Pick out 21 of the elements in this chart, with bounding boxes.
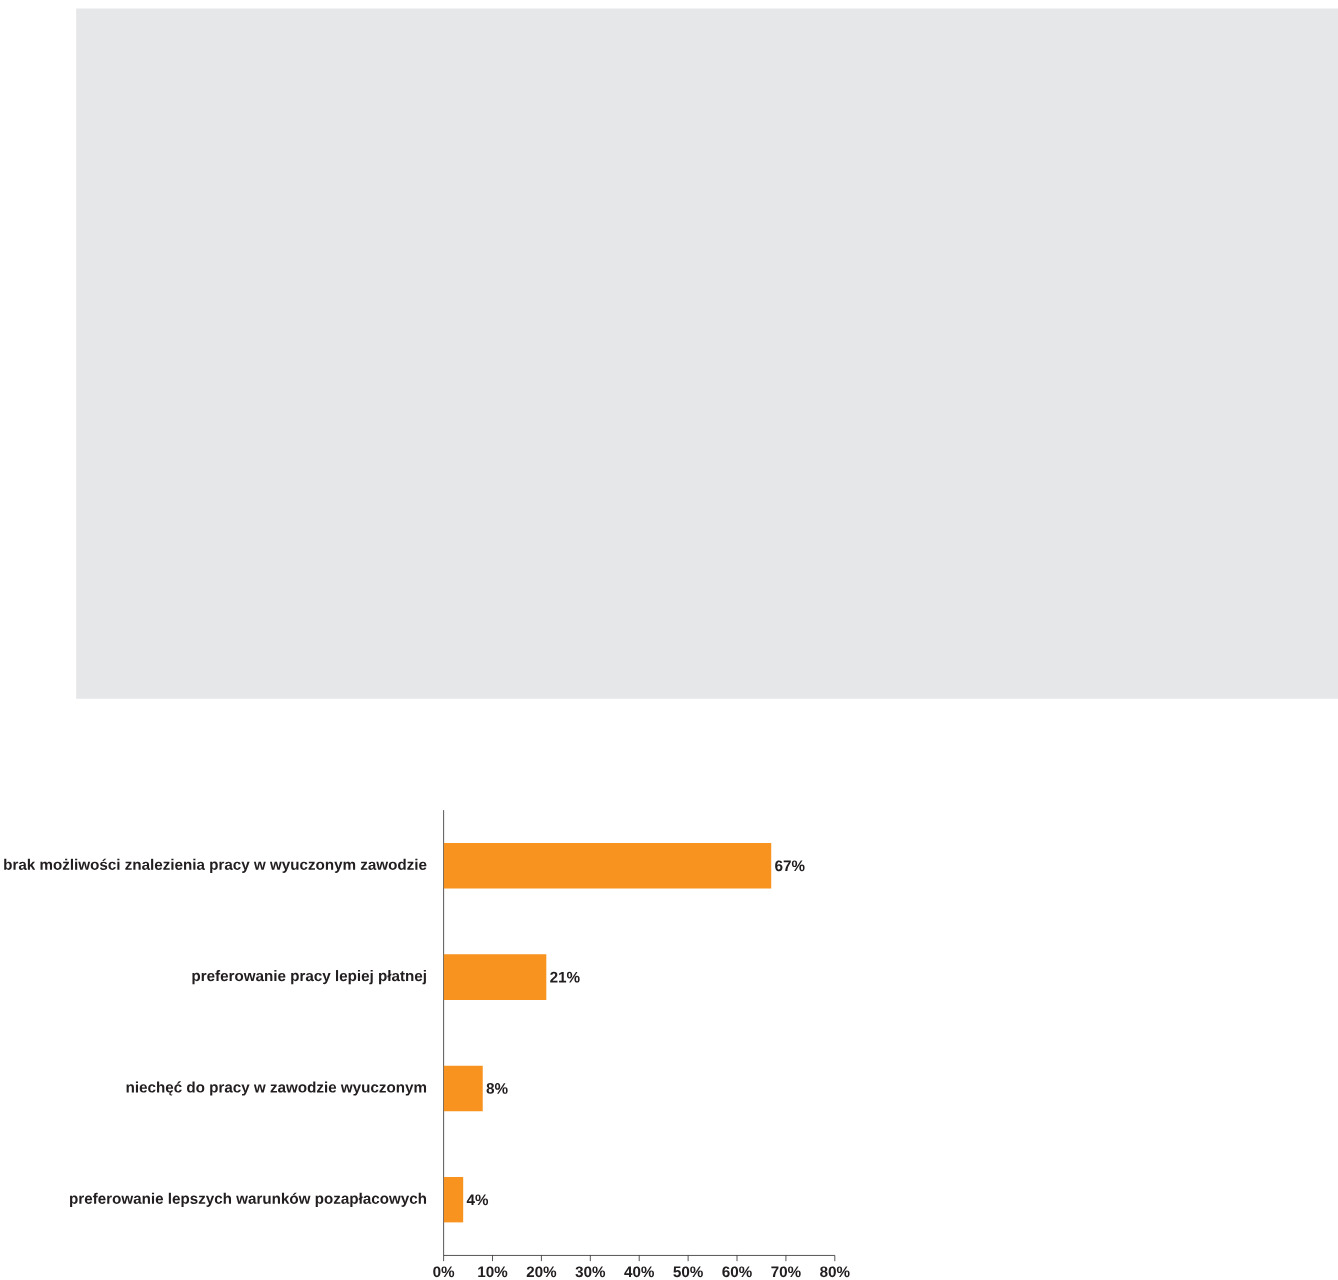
x-tick-label: 10%	[478, 1266, 508, 1277]
x-tick-label: 20%	[526, 1266, 557, 1277]
data-label: 67%	[775, 860, 805, 872]
x-tick-label: 70%	[771, 1266, 801, 1277]
bar	[443, 1176, 464, 1223]
data-label: 8%	[486, 1082, 508, 1094]
data-label: 21%	[550, 971, 580, 983]
x-tick-label: 80%	[820, 1266, 850, 1277]
x-tick-label: 40%	[624, 1266, 655, 1277]
x-tick-label: 60%	[722, 1266, 752, 1277]
data-label: 4%	[466, 1194, 489, 1205]
x-tick-label: 0%	[433, 1266, 455, 1277]
bar	[443, 1065, 483, 1112]
y-tick-label: niechęć do pracy w zawodzie wyuczonym	[126, 1081, 427, 1096]
x-tick-label: 50%	[673, 1266, 703, 1277]
bar	[443, 842, 772, 889]
y-tick-label: preferowanie lepszych warunków pozapłacowych	[70, 1192, 427, 1207]
y-tick-label: preferowanie pracy lepiej płatnej	[192, 969, 426, 985]
bar	[443, 954, 547, 1000]
x-tick-label: 30%	[575, 1266, 606, 1278]
y-tick-label: brak możliwości znalezienia pracy w wyuczonym zawodzie	[4, 858, 427, 873]
